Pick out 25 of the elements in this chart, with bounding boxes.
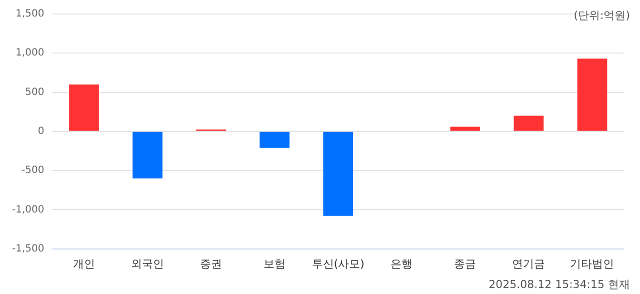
bar (132, 132, 162, 178)
y-tick-label: 0 (38, 126, 44, 137)
y-tick-label: 1,500 (16, 8, 44, 20)
x-tick-label: 투신(사모) (312, 257, 364, 270)
y-tick-label: -1,500 (12, 243, 44, 254)
x-tick-label: 보험 (264, 257, 286, 270)
bar (450, 126, 480, 131)
x-tick-label: 연기금 (512, 257, 546, 270)
bar (577, 58, 608, 131)
y-tick-label: 500 (25, 86, 44, 98)
y-tick-label: 1,000 (16, 48, 44, 59)
x-tick-label: 은행 (390, 257, 413, 270)
x-tick-label: 종금 (454, 257, 476, 270)
bar (69, 84, 99, 131)
x-tick-label: 개인 (73, 257, 95, 270)
x-tick-label: 외국인 (131, 257, 164, 270)
bar (260, 132, 290, 148)
x-tick-label: 증권 (200, 257, 222, 270)
y-tick-label: -500 (22, 165, 44, 176)
bar (514, 116, 544, 131)
bar (323, 132, 354, 216)
text: 2025.08.12 15:34:15 현재 (488, 277, 630, 292)
annotation: (단위:억원) (574, 8, 630, 23)
x-tick-label: 기타법인 (570, 257, 614, 270)
y-tick-label: -1,000 (12, 204, 44, 216)
